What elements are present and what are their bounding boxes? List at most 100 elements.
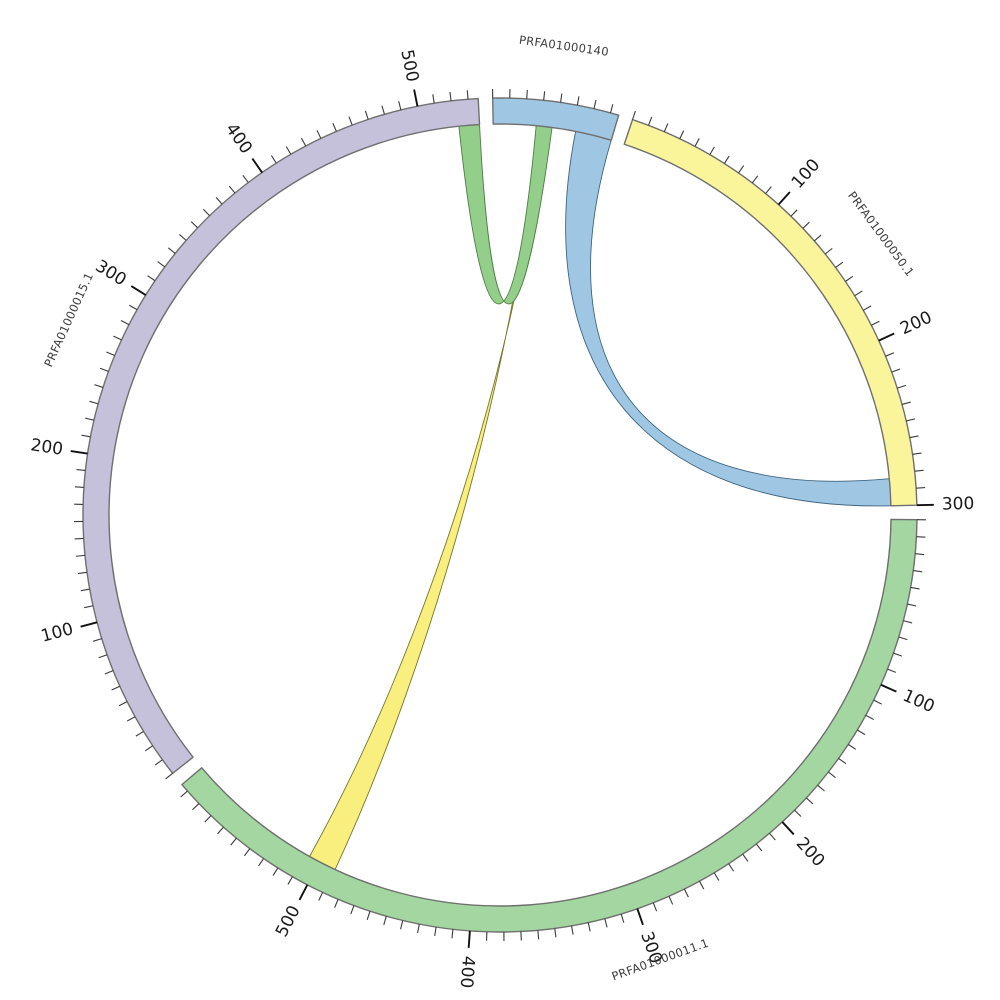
minor-tick [560, 93, 563, 103]
minor-tick [857, 729, 866, 736]
minor-tick [364, 110, 369, 120]
segment-name-PRFA01000050.1: PRFA01000050.1 [845, 189, 917, 279]
minor-tick [631, 110, 636, 120]
tick-label-PRFA01000015.1-500: 500 [396, 48, 422, 84]
major-tick [413, 89, 419, 107]
minor-tick [316, 130, 322, 139]
tick-label-PRFA01000015.1-300: 300 [92, 256, 130, 290]
minor-tick [755, 843, 763, 852]
minor-tick [854, 290, 863, 297]
minor-tick [466, 90, 469, 100]
minor-tick [913, 570, 923, 573]
segment-arc-PRFA01000011.1 [181, 518, 918, 933]
minor-tick [802, 221, 810, 229]
minor-tick [99, 367, 109, 372]
minor-tick [751, 175, 759, 184]
minor-tick [242, 175, 249, 183]
minor-tick [543, 91, 546, 101]
major-tick [251, 158, 263, 174]
minor-tick [383, 916, 387, 926]
minor-tick [907, 603, 917, 607]
segment-arc-PRFA01000140 [492, 97, 620, 141]
minor-tick [668, 896, 674, 905]
minor-tick [334, 899, 339, 908]
minor-tick [89, 400, 99, 405]
minor-tick [272, 867, 279, 876]
minor-tick [865, 714, 874, 721]
major-tick [130, 285, 147, 296]
segment-arc-PRFA01000015.1 [82, 97, 481, 775]
minor-tick [118, 701, 128, 707]
minor-tick [287, 876, 293, 885]
minor-tick [609, 104, 614, 114]
minor-tick [901, 401, 911, 405]
minor-tick [910, 586, 920, 590]
minor-tick [828, 771, 836, 778]
minor-tick [576, 96, 580, 106]
minor-tick [765, 186, 772, 194]
minor-tick [92, 638, 102, 642]
minor-tick [77, 571, 88, 575]
minor-tick [179, 234, 187, 241]
major-tick [70, 450, 88, 455]
minor-tick [190, 221, 199, 229]
link-ribbon-PRFA01000015.1-to-PRFA01000140 [458, 124, 553, 305]
minor-tick [914, 469, 924, 472]
minor-tick [863, 305, 872, 311]
major-tick [781, 821, 795, 836]
minor-tick [366, 911, 371, 920]
minor-tick [300, 137, 307, 147]
minor-tick [845, 275, 854, 282]
minor-tick [906, 418, 916, 422]
tick-label-PRFA01000011.1-200: 200 [792, 834, 829, 871]
minor-tick [417, 924, 420, 934]
minor-tick [128, 304, 138, 311]
minor-tick [81, 434, 91, 438]
minor-tick [813, 234, 822, 242]
minor-tick [694, 138, 700, 147]
minor-tick [192, 803, 200, 811]
link-ribbon-PRFA01000140-to-PRFA01000011.1 [308, 125, 544, 871]
minor-tick [909, 435, 919, 439]
minor-tick [817, 784, 825, 792]
minor-tick [120, 320, 130, 326]
minor-tick [652, 902, 658, 912]
minor-tick [824, 247, 833, 255]
minor-tick [332, 122, 337, 132]
minor-tick [893, 652, 903, 657]
minor-tick [318, 892, 324, 901]
minor-tick [604, 918, 608, 928]
minor-tick [381, 105, 385, 115]
minor-tick [80, 588, 90, 592]
minor-tick [873, 699, 882, 705]
minor-tick [903, 620, 913, 624]
tick-label-PRFA01000015.1-100: 100 [39, 619, 76, 647]
minor-tick [350, 905, 355, 915]
minor-tick [648, 116, 653, 126]
minor-tick [104, 670, 114, 675]
minor-tick [912, 452, 922, 455]
minor-tick [76, 468, 86, 472]
segment-name-PRFA01000140: PRFA01000140 [518, 33, 610, 59]
minor-tick [738, 165, 745, 174]
major-tick [878, 332, 895, 342]
tick-label-PRFA01000011.1-100: 100 [900, 686, 938, 717]
minor-tick [204, 815, 212, 823]
minor-tick [885, 352, 895, 357]
axis-labels: PRFA01000140 100 200 300 PRFA01000050.1 100 20… [29, 33, 974, 989]
minor-tick [167, 247, 176, 254]
major-tick [777, 191, 791, 206]
tick-label-PRFA01000015.1-200: 200 [29, 435, 64, 460]
minor-tick [728, 863, 735, 872]
minor-tick [84, 605, 94, 609]
minor-tick [709, 146, 715, 155]
minor-tick [126, 716, 136, 722]
minor-tick [887, 668, 897, 673]
minor-tick [285, 146, 292, 155]
tick-label-PRFA01000050.1-200: 200 [897, 307, 935, 339]
minor-tick [847, 743, 857, 750]
minor-tick [683, 888, 689, 898]
minor-tick [135, 730, 144, 737]
